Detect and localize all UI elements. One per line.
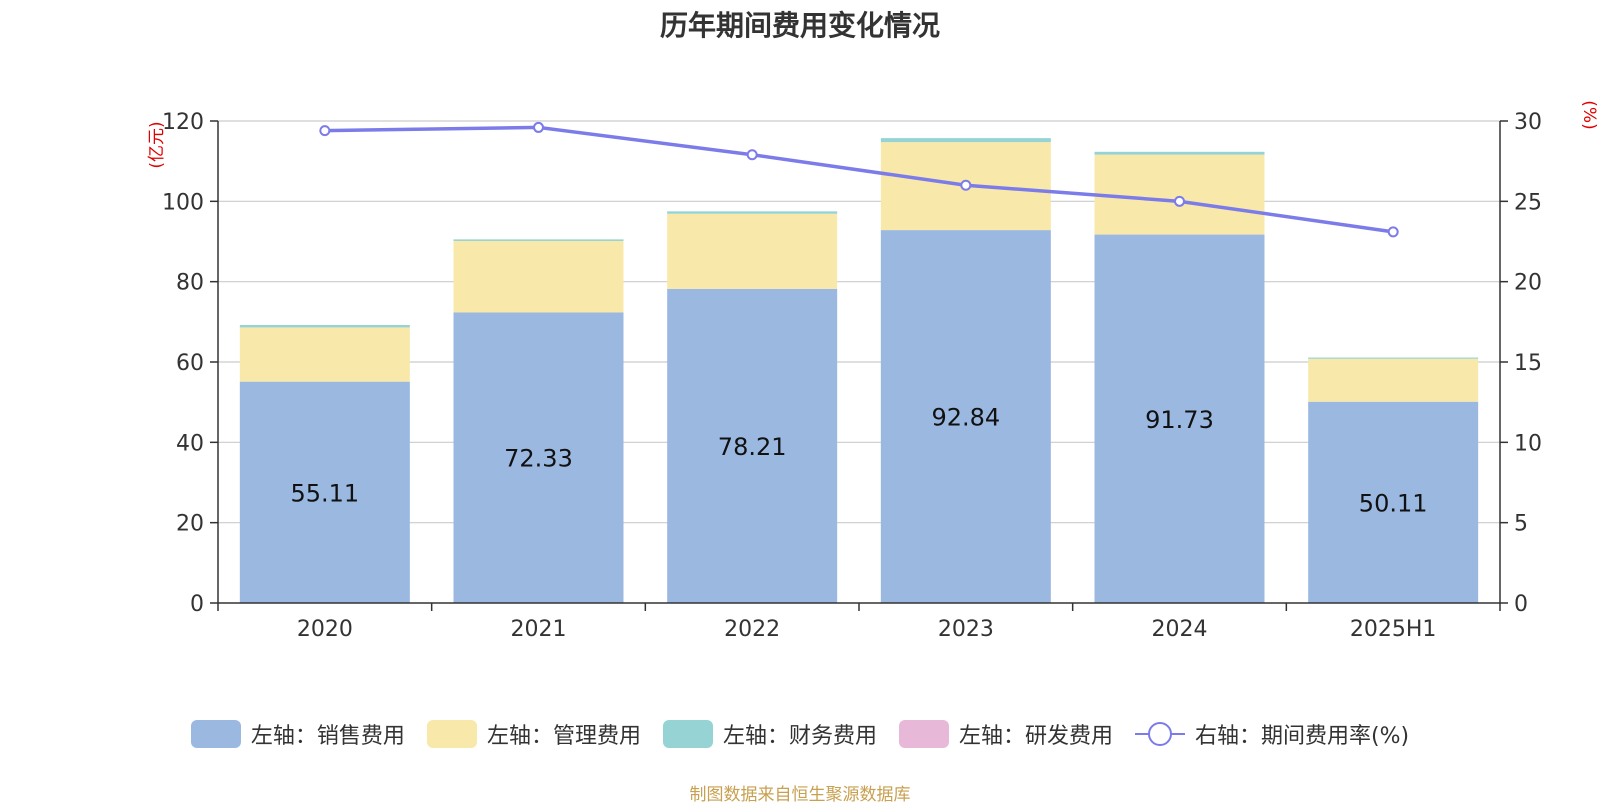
legend-swatch xyxy=(426,720,477,748)
bar-segment-series-1 xyxy=(1308,358,1479,402)
legend: 左轴：销售费用 左轴：管理费用 左轴：财务费用 左轴：研发费用 右轴：期间费用率(%) xyxy=(0,718,1600,750)
x-tick-label: 2023 xyxy=(938,617,994,642)
chart-title: 历年期间费用变化情况 xyxy=(659,9,940,42)
bar-segment-series-0 xyxy=(239,381,410,603)
bar-segment-series-0 xyxy=(1308,401,1479,603)
bar-segment-series-0 xyxy=(880,230,1051,604)
bar-segment-series-1 xyxy=(239,327,410,382)
bar-segment-series-0 xyxy=(1094,234,1265,604)
x-tick-label: 2024 xyxy=(1152,617,1208,642)
legend-swatch xyxy=(662,720,713,748)
rate-point xyxy=(319,125,331,137)
legend-item[interactable]: 左轴：管理费用 xyxy=(426,718,641,750)
y-left-tick-label: 20 xyxy=(176,512,204,537)
y-right-tick-label: 30 xyxy=(1514,110,1542,135)
rate-point xyxy=(1174,195,1185,207)
x-tick-label: 2021 xyxy=(511,617,567,642)
bar-data-label: 78.21 xyxy=(718,433,787,461)
y-left-tick-label: 60 xyxy=(176,351,204,376)
y-left-tick-label: 80 xyxy=(176,271,204,296)
bar-data-label: 50.11 xyxy=(1359,489,1428,517)
y-left-tick-label: 0 xyxy=(190,592,204,617)
legend-line-swatch xyxy=(1134,722,1185,746)
legend-swatch xyxy=(898,720,949,748)
bar-segment-series-2 xyxy=(1094,151,1265,155)
bar-segment-series-0 xyxy=(667,288,838,603)
rate-point xyxy=(960,179,972,191)
legend-label: 左轴：销售费用 xyxy=(250,724,405,749)
bar-data-label: 55.11 xyxy=(290,479,359,507)
bar-segment-series-2 xyxy=(667,211,838,214)
legend-label: 左轴：财务费用 xyxy=(722,724,877,749)
bar-data-label: 72.33 xyxy=(504,445,573,473)
y-left-tick-label: 100 xyxy=(162,190,204,215)
legend-label: 右轴：期间费用率(%) xyxy=(1194,724,1410,749)
y-left-tick-label: 120 xyxy=(162,110,204,135)
rate-point xyxy=(533,121,544,133)
legend-label: 左轴：研发费用 xyxy=(958,724,1113,749)
rate-line xyxy=(324,125,1394,234)
legend-swatch xyxy=(190,720,241,748)
legend-item[interactable]: 左轴：研发费用 xyxy=(898,718,1113,750)
y-right-tick-label: 15 xyxy=(1514,351,1542,376)
bar-data-label: 91.73 xyxy=(1145,406,1214,434)
y-right-tick-label: 10 xyxy=(1514,431,1542,456)
x-tick-label: 2020 xyxy=(297,617,353,642)
y-left-tick-label: 40 xyxy=(176,431,204,456)
y-right-tick-label: 5 xyxy=(1514,512,1528,537)
x-tick-label: 2025H1 xyxy=(1350,617,1437,642)
bar-segment-series-2 xyxy=(1308,357,1479,359)
source-note: 制图数据来自恒生聚源数据库 xyxy=(689,785,911,805)
legend-item[interactable]: 左轴：销售费用 xyxy=(190,718,405,750)
bar-segment-series-1 xyxy=(453,240,624,313)
bar-data-label: 92.84 xyxy=(931,404,1000,432)
y-right-tick-label: 20 xyxy=(1514,271,1542,296)
bar-segment-series-2 xyxy=(239,325,410,328)
y-left-unit-label: (亿元) xyxy=(147,121,167,168)
legend-item[interactable]: 左轴：财务费用 xyxy=(662,718,877,750)
y-right-tick-label: 0 xyxy=(1514,592,1528,617)
bar-segment-series-0 xyxy=(453,312,624,603)
rate-point xyxy=(1387,226,1399,238)
bar-segment-series-2 xyxy=(880,138,1051,143)
legend-item[interactable]: 右轴：期间费用率(%) xyxy=(1134,718,1410,750)
bar-segment-series-1 xyxy=(1094,154,1265,235)
x-tick-label: 2022 xyxy=(724,617,780,642)
rate-point xyxy=(746,149,758,161)
bar-segment-series-2 xyxy=(453,239,624,241)
y-right-tick-label: 25 xyxy=(1514,190,1542,215)
bar-segment-series-1 xyxy=(667,213,838,289)
legend-label: 左轴：管理费用 xyxy=(486,724,641,749)
y-right-unit-label: (%) xyxy=(1579,100,1599,129)
chart-svg: 0 20 40 60 80 100 120 0 5 10 15 20 25 30 (亿元) (%) 55.11 7… xyxy=(147,100,1599,642)
